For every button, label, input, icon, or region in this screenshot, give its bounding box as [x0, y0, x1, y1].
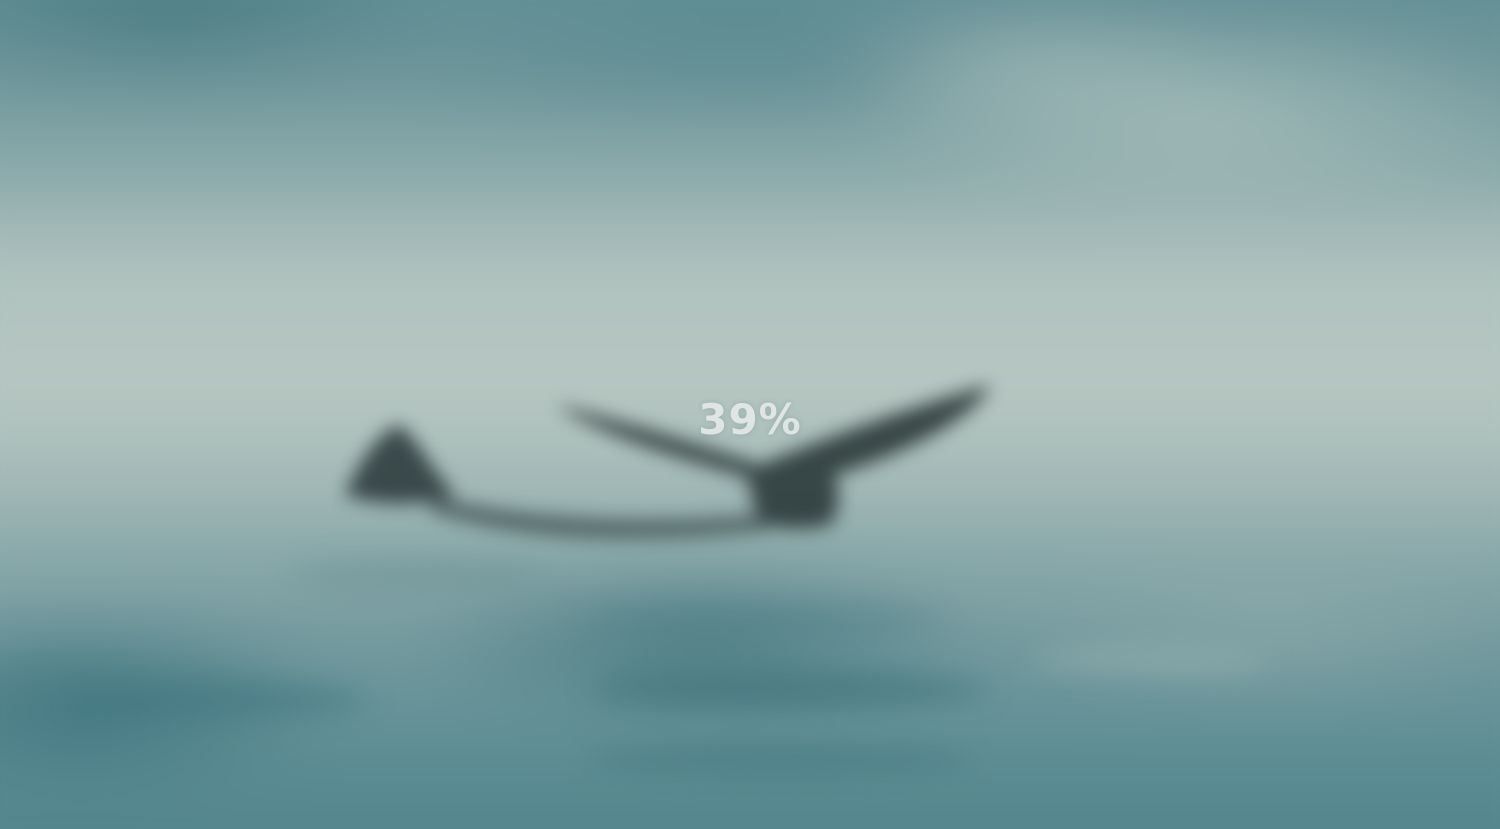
loading-progress-label: 39%: [698, 395, 802, 444]
